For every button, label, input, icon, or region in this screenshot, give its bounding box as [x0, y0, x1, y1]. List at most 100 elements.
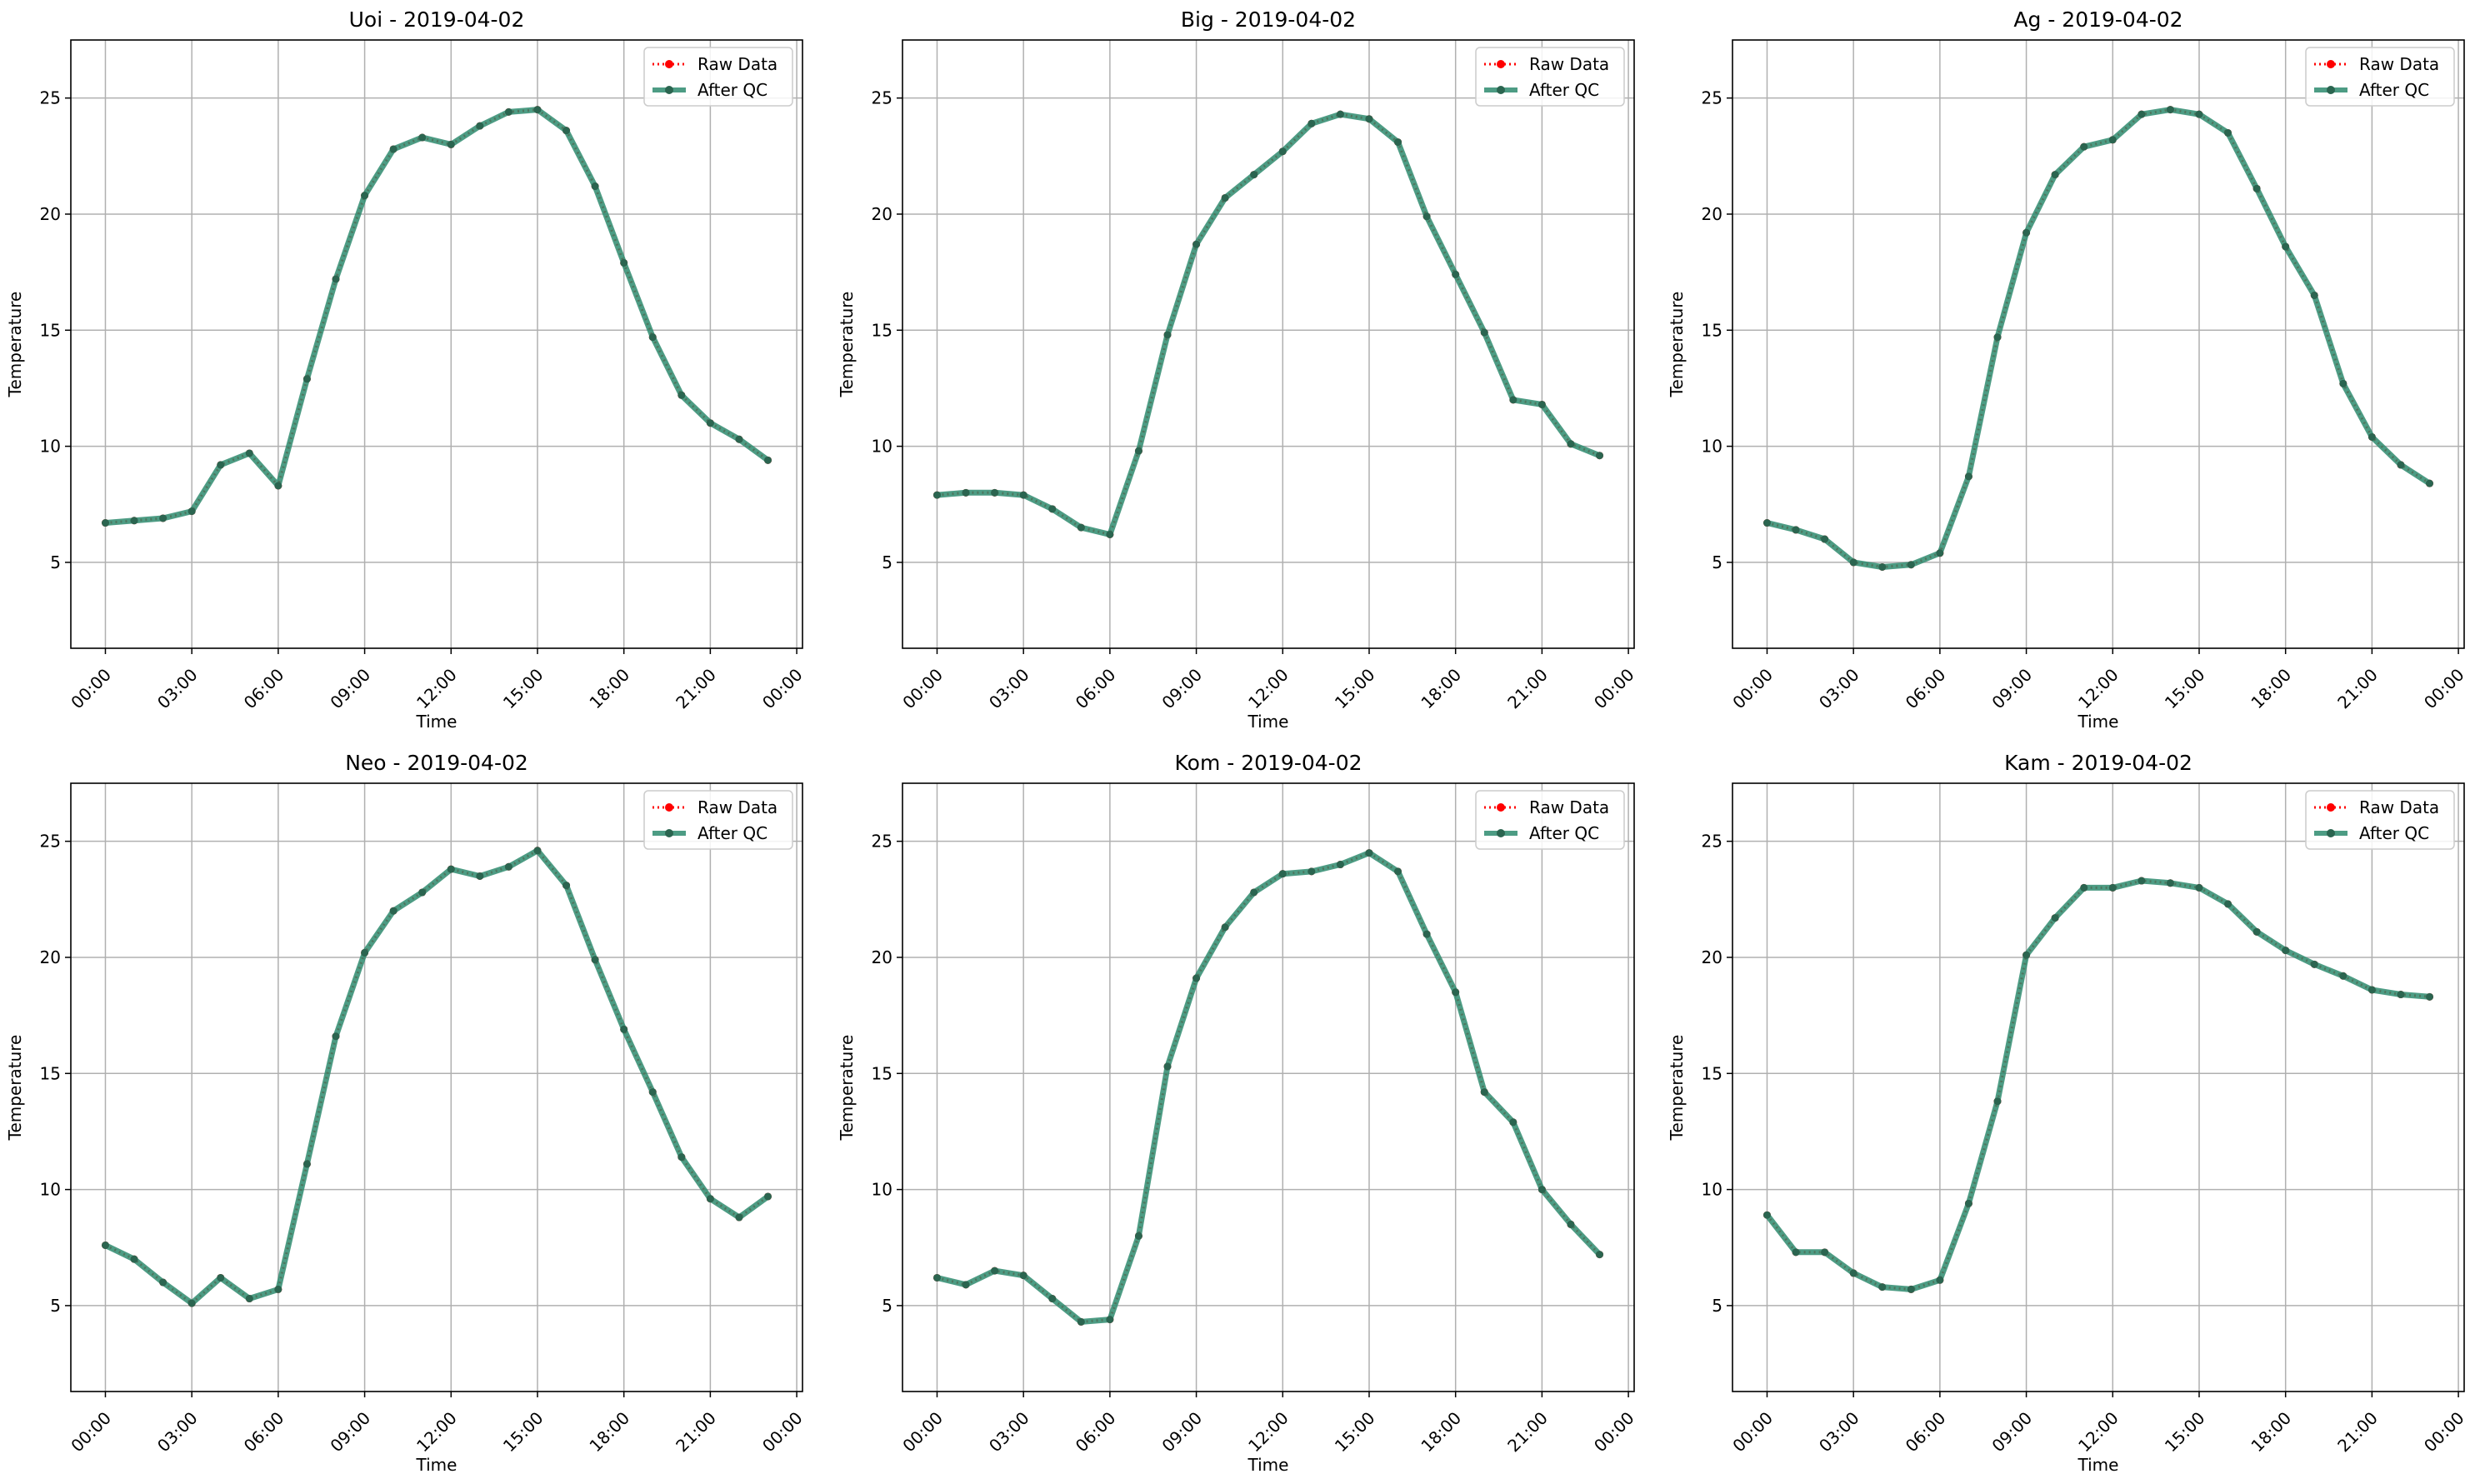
x-tick-label: 21:00	[672, 665, 720, 713]
after-qc-point	[101, 1241, 109, 1249]
after-qc-point	[2080, 883, 2088, 892]
x-tick-label: 15:00	[1331, 665, 1379, 713]
after-qc-point	[1821, 535, 1829, 543]
subplot-title: Ag - 2019-04-02	[2013, 7, 2182, 32]
legend: Raw Data After QC	[1475, 47, 1625, 107]
after-qc-point	[2282, 947, 2290, 955]
x-tick-label: 21:00	[672, 1408, 720, 1457]
after-qc-point	[1221, 923, 1229, 932]
after-qc-point	[361, 192, 369, 200]
after-qc-point	[1538, 1186, 1546, 1194]
after-qc-point	[1336, 861, 1344, 869]
x-tick-label: 18:00	[1417, 665, 1465, 713]
x-tick-label: 09:00	[326, 1408, 374, 1457]
axes-frame	[70, 39, 803, 649]
after-qc-point	[2195, 883, 2203, 892]
y-tick-label: 5	[50, 1296, 61, 1316]
after-qc-point	[1106, 1316, 1114, 1324]
after-qc-point	[159, 514, 168, 522]
x-tick-label: 03:00	[1815, 665, 1863, 713]
after-qc-line	[1766, 107, 2432, 570]
after-qc-point	[562, 127, 571, 135]
x-tick-label: 00:00	[67, 665, 115, 713]
after-qc-point	[447, 140, 455, 148]
y-axis-label: Temperature	[5, 292, 25, 398]
x-tick-label: 00:00	[1590, 665, 1638, 713]
x-tick-label: 00:00	[2420, 1408, 2468, 1457]
after-qc-point	[1048, 505, 1057, 513]
after-qc-point	[2108, 136, 2117, 144]
x-tick-label: 12:00	[412, 665, 461, 713]
legend-raw-label: Raw Data	[2359, 797, 2439, 817]
x-tick-label: 12:00	[1244, 665, 1292, 713]
y-tick-label: 25	[1702, 88, 1722, 108]
legend: Raw Data After QC	[643, 790, 793, 850]
after-qc-point	[2080, 142, 2088, 151]
y-tick-label: 20	[40, 947, 61, 967]
x-tick-label: 18:00	[2247, 1408, 2295, 1457]
after-qc-point	[2339, 379, 2348, 387]
y-tick-label: 10	[872, 1180, 892, 1200]
after-qc-point	[1964, 1199, 1972, 1207]
axes-frame	[70, 782, 803, 1392]
legend: Raw Data After QC	[643, 47, 793, 107]
after-qc-point	[1163, 331, 1172, 339]
x-tick-label: 00:00	[898, 665, 947, 713]
raw-data-line	[937, 851, 1601, 1323]
after-qc-point	[274, 482, 282, 490]
after-qc-point	[1567, 440, 1575, 448]
x-tick-label: 00:00	[1590, 1408, 1638, 1457]
after-qc-point	[2368, 986, 2376, 994]
subplot-2: 00:00 03:00 06:00 09:00 12:00 15:00 18:00 21:00…	[837, 7, 1638, 732]
y-tick-label: 15	[1702, 1063, 1722, 1083]
legend-raw-marker	[1497, 60, 1505, 68]
after-qc-line	[103, 847, 770, 1307]
after-qc-point	[504, 107, 512, 116]
after-qc-point	[389, 145, 398, 153]
after-qc-point	[735, 1213, 743, 1222]
after-qc-point	[562, 882, 571, 890]
legend-qc-marker	[665, 86, 673, 94]
x-tick-label: 03:00	[1815, 1408, 1863, 1457]
y-tick-label: 5	[1712, 1296, 1722, 1316]
legend-qc-label: After QC	[1529, 823, 1599, 843]
after-qc-point	[2166, 879, 2174, 887]
after-qc-point	[1394, 867, 1402, 876]
x-tick-label: 00:00	[758, 1408, 807, 1457]
x-tick-label: 09:00	[1158, 665, 1206, 713]
legend-raw-label: Raw Data	[698, 797, 778, 817]
after-qc-point	[1567, 1220, 1575, 1228]
x-axis-label: Time	[416, 1455, 458, 1475]
subplot-title: Uoi - 2019-04-02	[349, 7, 525, 32]
raw-data-line	[104, 848, 769, 1306]
after-qc-point	[2310, 960, 2318, 968]
after-qc-point	[1596, 452, 1604, 460]
x-tick-label: 00:00	[67, 1408, 115, 1457]
legend-qc-label: After QC	[698, 823, 768, 843]
after-qc-point	[245, 449, 253, 457]
after-qc-point	[2051, 171, 2059, 179]
y-tick-label: 15	[1702, 320, 1722, 340]
y-tick-label: 20	[1702, 204, 1722, 224]
after-qc-point	[217, 461, 225, 469]
y-tick-label: 10	[40, 1180, 61, 1200]
y-tick-label: 5	[882, 1296, 892, 1316]
x-tick-label: 15:00	[499, 665, 548, 713]
legend: Raw Data After QC	[2305, 790, 2455, 850]
legend-raw-label: Raw Data	[698, 54, 778, 74]
subplot-title: Kam - 2019-04-02	[2004, 751, 2192, 775]
after-qc-line	[1764, 877, 2430, 1292]
x-tick-label: 06:00	[1902, 1408, 1950, 1457]
y-tick-label: 15	[872, 1063, 892, 1083]
after-qc-point	[2310, 291, 2318, 299]
after-qc-point	[1596, 1251, 1604, 1259]
after-qc-point	[533, 847, 542, 855]
after-qc-point	[735, 435, 743, 443]
legend-qc-label: After QC	[2359, 80, 2429, 100]
after-qc-point	[764, 456, 772, 464]
y-tick-label: 20	[40, 204, 61, 224]
after-qc-point	[217, 1273, 225, 1282]
x-tick-label: 12:00	[2074, 665, 2122, 713]
subplot-title: Kom - 2019-04-02	[1175, 751, 1362, 775]
x-tick-label: 12:00	[1244, 1408, 1292, 1457]
